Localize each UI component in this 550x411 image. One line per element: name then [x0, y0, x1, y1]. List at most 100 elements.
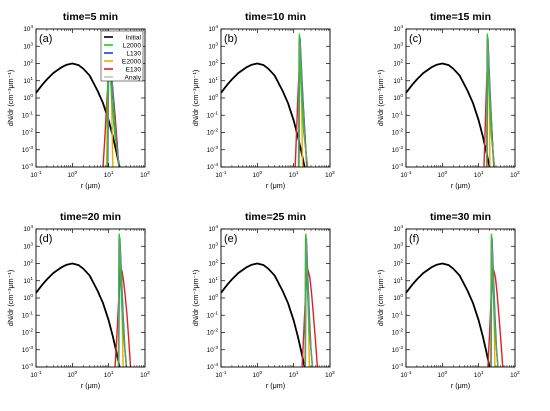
- y-tick-label: 102: [208, 59, 218, 68]
- y-axis-label: dN/dr (cm⁻³μm⁻¹): [191, 70, 200, 126]
- y-tick-label: 10-3: [22, 145, 34, 154]
- x-tick-label: 102: [140, 170, 150, 179]
- panel-a: time=5 min 10-1 100 101 102 10-4 10-3 10-2 10-1 1…: [6, 11, 150, 190]
- x-axis-label: r (μm): [451, 381, 470, 390]
- x-axis-label: r (μm): [266, 381, 285, 390]
- series-line-initial: [221, 62, 306, 167]
- y-tick-label: 104: [208, 24, 218, 33]
- y-tick-label: 10-4: [392, 362, 404, 371]
- legend-label-l2000: L2000: [123, 42, 142, 49]
- y-tick-label: 103: [208, 41, 218, 50]
- series-line-analy: [486, 37, 495, 167]
- x-tick-label: 102: [325, 370, 335, 379]
- x-tick-label: 101: [104, 370, 114, 379]
- legend-label-initial: Initial: [126, 34, 142, 41]
- plot-area: [221, 33, 309, 167]
- y-tick-label: 101: [23, 76, 33, 85]
- y-tick-label: 10-4: [207, 362, 219, 371]
- series-line-l2000: [304, 233, 314, 367]
- y-tick-label: 100: [23, 293, 33, 302]
- x-tick-label: 100: [67, 370, 77, 379]
- panel-f: time=30 min 10-1 100 101 102 10-4 10-3 10-2 10-1…: [376, 211, 520, 390]
- x-tick-label: 100: [437, 370, 447, 379]
- panel-label: (d): [39, 233, 52, 245]
- y-tick-label: 10-4: [207, 162, 219, 171]
- series-line-l2000: [297, 33, 309, 167]
- panel-title: time=5 min: [63, 11, 118, 23]
- y-axis-label: dN/dr (cm⁻³μm⁻¹): [6, 70, 15, 126]
- plot-area: [221, 233, 319, 367]
- x-tick-label: 10-1: [400, 170, 412, 179]
- y-tick-label: 100: [23, 93, 33, 102]
- series-line-e130: [114, 269, 132, 367]
- y-tick-label: 100: [208, 93, 218, 102]
- x-tick-label: 102: [140, 370, 150, 379]
- y-tick-label: 101: [23, 276, 33, 285]
- y-tick-label: 104: [393, 24, 403, 33]
- x-tick-label: 100: [67, 170, 77, 179]
- y-tick-label: 102: [393, 59, 403, 68]
- legend-box: [100, 30, 144, 82]
- y-tick-label: 10-3: [22, 345, 34, 354]
- y-tick-label: 10-1: [207, 310, 219, 319]
- y-tick-label: 101: [208, 76, 218, 85]
- x-tick-label: 10-1: [400, 370, 412, 379]
- series-line-analy: [490, 237, 499, 367]
- y-tick-label: 102: [23, 59, 33, 68]
- y-tick-label: 101: [208, 276, 218, 285]
- y-tick-label: 10-2: [207, 328, 219, 337]
- axes-frame: [405, 28, 516, 168]
- panel-e: time=25 min 10-1 100 101 102 10-4 10-3 10-2 10-1…: [191, 211, 335, 390]
- y-tick-label: 100: [393, 293, 403, 302]
- series-line-l2000: [117, 233, 128, 367]
- y-tick-label: 10-1: [392, 110, 404, 119]
- y-tick-label: 100: [208, 293, 218, 302]
- series-line-initial: [221, 262, 306, 367]
- plot-area: [406, 233, 504, 367]
- series-line-initial: [36, 262, 121, 367]
- y-tick-label: 10-3: [392, 345, 404, 354]
- series-line-l2000: [486, 33, 496, 167]
- panel-title: time=25 min: [245, 211, 306, 223]
- y-tick-label: 10-4: [22, 162, 34, 171]
- y-axis-label: dN/dr (cm⁻³μm⁻¹): [6, 270, 15, 326]
- x-tick-label: 101: [104, 170, 114, 179]
- legend-label-e2000: E2000: [122, 58, 141, 65]
- panel-c: time=15 min 10-1 100 101 102 10-4 10-3 10-2 10-1…: [376, 11, 520, 190]
- y-tick-label: 10-4: [22, 362, 34, 371]
- panel-label: (c): [409, 33, 422, 45]
- panel-label: (f): [409, 233, 419, 245]
- y-tick-label: 103: [393, 241, 403, 250]
- panel-b: time=10 min 10-1 100 101 102 10-4 10-3 10-2 10-1…: [191, 11, 335, 190]
- x-tick-label: 101: [289, 170, 299, 179]
- x-tick-label: 10-1: [30, 170, 42, 179]
- y-tick-label: 10-2: [392, 128, 404, 137]
- y-axis-label: dN/dr (cm⁻³μm⁻¹): [376, 270, 385, 326]
- series-line-analy: [298, 37, 308, 167]
- x-tick-label: 102: [325, 170, 335, 179]
- y-tick-label: 10-2: [22, 328, 34, 337]
- x-tick-label: 100: [437, 170, 447, 179]
- series-line-initial: [406, 262, 491, 367]
- y-tick-label: 102: [393, 259, 403, 268]
- panel-label: (b): [224, 33, 237, 45]
- y-tick-label: 10-3: [392, 145, 404, 154]
- y-tick-label: 104: [23, 224, 33, 233]
- x-tick-label: 102: [510, 170, 520, 179]
- panel-label: (e): [224, 233, 237, 245]
- plot-area: [36, 233, 132, 367]
- panel-label: (a): [39, 33, 52, 45]
- axes-frame: [220, 28, 331, 168]
- x-tick-label: 100: [252, 370, 262, 379]
- y-tick-label: 103: [208, 241, 218, 250]
- y-tick-label: 104: [393, 224, 403, 233]
- panel-title: time=10 min: [245, 11, 306, 23]
- y-tick-label: 10-1: [392, 310, 404, 319]
- plot-area: [406, 33, 496, 167]
- x-tick-label: 101: [289, 370, 299, 379]
- x-axis-label: r (μm): [451, 181, 470, 190]
- y-tick-label: 10-1: [207, 110, 219, 119]
- y-tick-label: 103: [23, 241, 33, 250]
- y-tick-label: 10-3: [207, 345, 219, 354]
